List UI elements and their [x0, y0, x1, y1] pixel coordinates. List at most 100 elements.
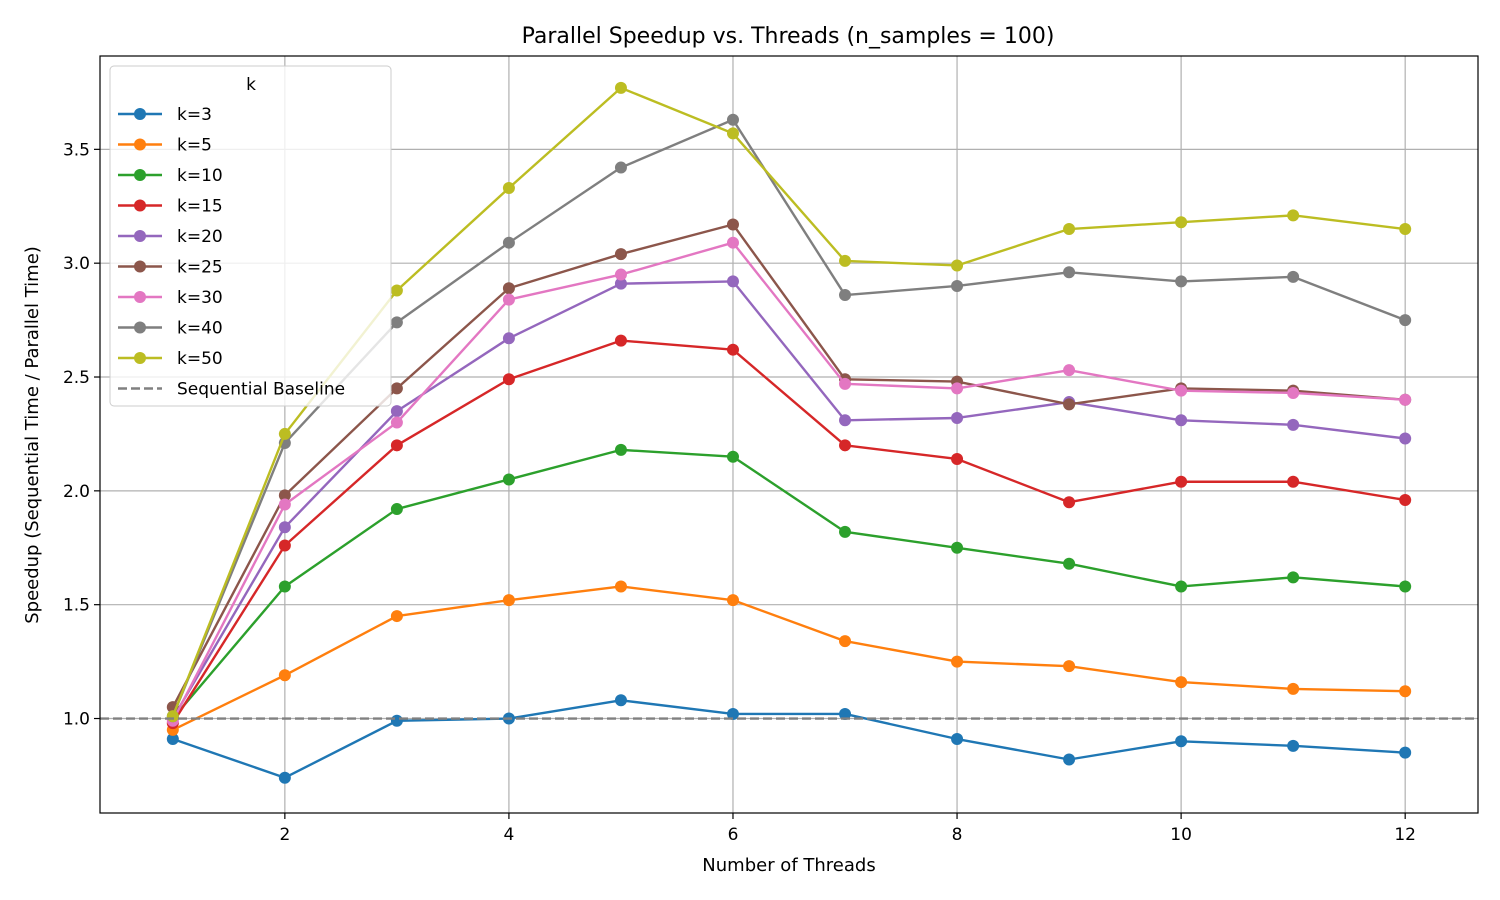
x-axis-label: Number of Threads: [702, 855, 875, 876]
series-k-30: [166, 236, 1412, 727]
data-point: [614, 580, 627, 593]
data-point: [726, 343, 739, 356]
data-point: [1287, 386, 1300, 399]
data-point: [1287, 418, 1300, 431]
legend-marker: [134, 199, 146, 212]
legend-marker: [134, 321, 146, 334]
data-point: [726, 275, 739, 288]
data-point: [1287, 571, 1300, 584]
data-point: [726, 707, 739, 720]
data-point: [1175, 414, 1188, 427]
data-point: [1175, 580, 1188, 593]
series-layer: [100, 81, 1478, 784]
data-point: [614, 161, 627, 174]
legend-item: k=20: [118, 227, 223, 247]
data-point: [1175, 475, 1188, 488]
data-point: [726, 236, 739, 249]
data-point: [278, 669, 291, 682]
data-point: [839, 635, 852, 648]
y-axis-label: Speedup (Sequential Time / Parallel Time…: [22, 246, 43, 624]
data-point: [614, 694, 627, 707]
data-point: [166, 710, 179, 723]
data-point: [1287, 739, 1300, 752]
series-line: [171, 339, 1406, 724]
data-point: [726, 218, 739, 231]
legend-marker: [134, 169, 146, 181]
data-point: [839, 414, 852, 427]
data-point: [1063, 557, 1076, 570]
data-point: [390, 316, 403, 329]
data-point: [1063, 753, 1076, 766]
data-point: [278, 580, 291, 593]
legend-label: k=15: [177, 197, 223, 217]
legend-item: k=15: [118, 197, 223, 217]
data-point: [390, 439, 403, 452]
y-tick-label: 3.5: [63, 140, 90, 160]
legend-items: k=3 k=5 k=10 k=15 k=20 k=25 k=30 k=40 k=50 Sequen…: [118, 105, 345, 400]
chart-title: Parallel Speedup vs. Threads (n_samples …: [522, 24, 1055, 49]
data-point: [839, 377, 852, 390]
legend-item: k=10: [118, 166, 223, 186]
legend-marker: [134, 291, 146, 303]
legend-marker: [134, 230, 146, 242]
data-point: [614, 277, 627, 290]
series-k-5: [166, 580, 1412, 736]
x-tick-label: 6: [728, 825, 739, 845]
data-point: [839, 289, 852, 302]
y-tick-label: 1.0: [63, 710, 90, 730]
legend-label: k=5: [177, 136, 212, 156]
data-point: [1287, 270, 1300, 283]
x-tick-label: 12: [1394, 825, 1416, 845]
data-point: [1287, 209, 1300, 222]
data-point: [614, 248, 627, 261]
data-point: [951, 411, 964, 424]
series-line: [171, 241, 1406, 722]
data-point: [278, 771, 291, 784]
data-point: [1287, 475, 1300, 488]
data-point: [614, 81, 627, 94]
data-point: [502, 293, 515, 306]
data-point: [390, 610, 403, 623]
data-point: [390, 714, 403, 727]
data-point: [726, 113, 739, 126]
data-point: [1063, 660, 1076, 673]
data-point: [1063, 364, 1076, 377]
legend-label: k=50: [177, 349, 223, 369]
legend-title: k: [246, 75, 256, 95]
legend-item: k=40: [118, 319, 223, 339]
data-point: [278, 489, 291, 502]
data-point: [726, 127, 739, 140]
data-point: [726, 450, 739, 463]
data-point: [390, 382, 403, 395]
legend-box: [109, 65, 392, 407]
y-tick-label: 2.5: [63, 368, 90, 388]
data-point: [951, 259, 964, 272]
data-point: [278, 427, 291, 440]
data-point: [1399, 393, 1412, 406]
data-point: [278, 521, 291, 534]
data-point: [1063, 496, 1076, 509]
x-tick-label: 10: [1170, 825, 1192, 845]
legend-label: k=30: [177, 288, 223, 308]
data-point: [1287, 682, 1300, 695]
data-point: [1399, 432, 1412, 445]
legend-label: Sequential Baseline: [177, 380, 345, 400]
data-point: [1399, 746, 1412, 759]
data-point: [502, 373, 515, 386]
data-point: [390, 284, 403, 297]
data-point: [278, 539, 291, 552]
y-tick-label: 2.0: [63, 482, 90, 502]
series-k-3: [166, 694, 1412, 784]
data-point: [390, 405, 403, 418]
data-point: [1399, 685, 1412, 698]
y-tick-label: 1.5: [63, 596, 90, 616]
legend-marker: [134, 352, 146, 364]
data-point: [1175, 216, 1188, 229]
data-point: [839, 525, 852, 538]
series-line: [172, 585, 1406, 731]
data-point: [951, 382, 964, 395]
legend-item: k=5: [118, 136, 212, 156]
data-point: [951, 655, 964, 668]
legend-item: Sequential Baseline: [118, 380, 345, 400]
